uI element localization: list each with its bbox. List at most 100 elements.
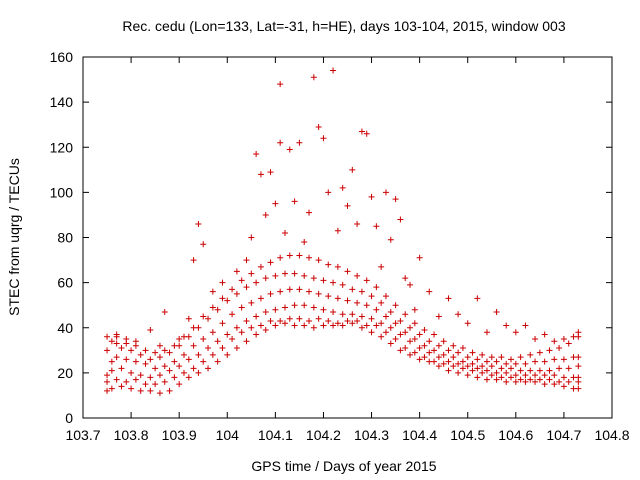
data-point [161,363,168,370]
data-point [498,374,505,381]
data-point [570,333,577,340]
data-point [104,378,111,385]
data-point [253,279,260,286]
data-point [349,320,356,327]
data-point [493,308,500,315]
data-point [493,376,500,383]
data-point [272,322,279,329]
data-point [339,311,346,318]
data-point [556,365,563,372]
data-point [575,374,582,381]
data-point [402,311,409,318]
data-point [459,365,466,372]
data-point [229,286,236,293]
data-point [387,340,394,347]
data-point [161,308,168,315]
data-point [166,387,173,394]
data-point [281,270,288,277]
data-point [363,277,370,284]
x-tick-label: 104.2 [306,427,341,443]
data-point [344,317,351,324]
data-point [272,306,279,313]
data-point [431,358,438,365]
data-point [224,297,231,304]
data-point [277,81,284,88]
data-point [330,279,337,286]
data-point [108,367,115,374]
data-point [527,351,534,358]
data-point [469,367,476,374]
data-point [363,130,370,137]
data-point [315,123,322,130]
data-point [349,286,356,293]
x-tick-label: 104.3 [354,427,389,443]
data-point [142,347,149,354]
data-point [560,356,567,363]
data-point [546,376,553,383]
data-point [373,284,380,291]
data-point [503,322,510,329]
data-point [378,320,385,327]
data-point [536,367,543,374]
data-point [479,363,486,370]
data-point [205,315,212,322]
x-tick-label: 104.6 [498,427,533,443]
data-point [450,363,457,370]
x-tick-label: 104.8 [594,427,629,443]
data-point [407,324,414,331]
x-tick-label: 103.7 [65,427,100,443]
data-point [416,345,423,352]
data-point [291,302,298,309]
data-point [330,322,337,329]
data-point [257,295,264,302]
data-point [248,270,255,277]
data-point [152,349,159,356]
data-point [253,331,260,338]
data-point [368,193,375,200]
data-point [262,327,269,334]
data-point [253,151,260,158]
data-point [402,345,409,352]
data-point [161,347,168,354]
data-point [455,311,462,318]
data-point [368,293,375,300]
data-point [435,354,442,361]
x-tick-label: 104 [216,427,240,443]
data-point [200,241,207,248]
x-tick-label: 104.7 [546,427,581,443]
data-point [334,295,341,302]
data-point [142,381,149,388]
data-point [267,169,274,176]
data-point [301,239,308,246]
data-point [325,189,332,196]
data-point [248,299,255,306]
data-point [368,315,375,322]
data-point [483,329,490,336]
data-point [474,365,481,372]
data-point [190,257,197,264]
data-point [378,333,385,340]
data-point [286,315,293,322]
data-point [224,351,231,358]
data-point [382,313,389,320]
data-point [512,372,519,379]
data-point [229,311,236,318]
data-point [257,322,264,329]
data-point [272,272,279,279]
data-point [508,356,515,363]
data-point [508,365,515,372]
y-tick-label: 40 [57,320,73,336]
data-point [382,329,389,336]
data-point [253,313,260,320]
y-tick-label: 120 [50,139,74,155]
data-point [407,351,414,358]
data-point [306,317,313,324]
data-point [541,358,548,365]
data-point [219,345,226,352]
data-point [407,338,414,345]
data-point [315,315,322,322]
data-point [392,196,399,203]
data-point [291,270,298,277]
data-point [387,324,394,331]
data-point [185,315,192,322]
